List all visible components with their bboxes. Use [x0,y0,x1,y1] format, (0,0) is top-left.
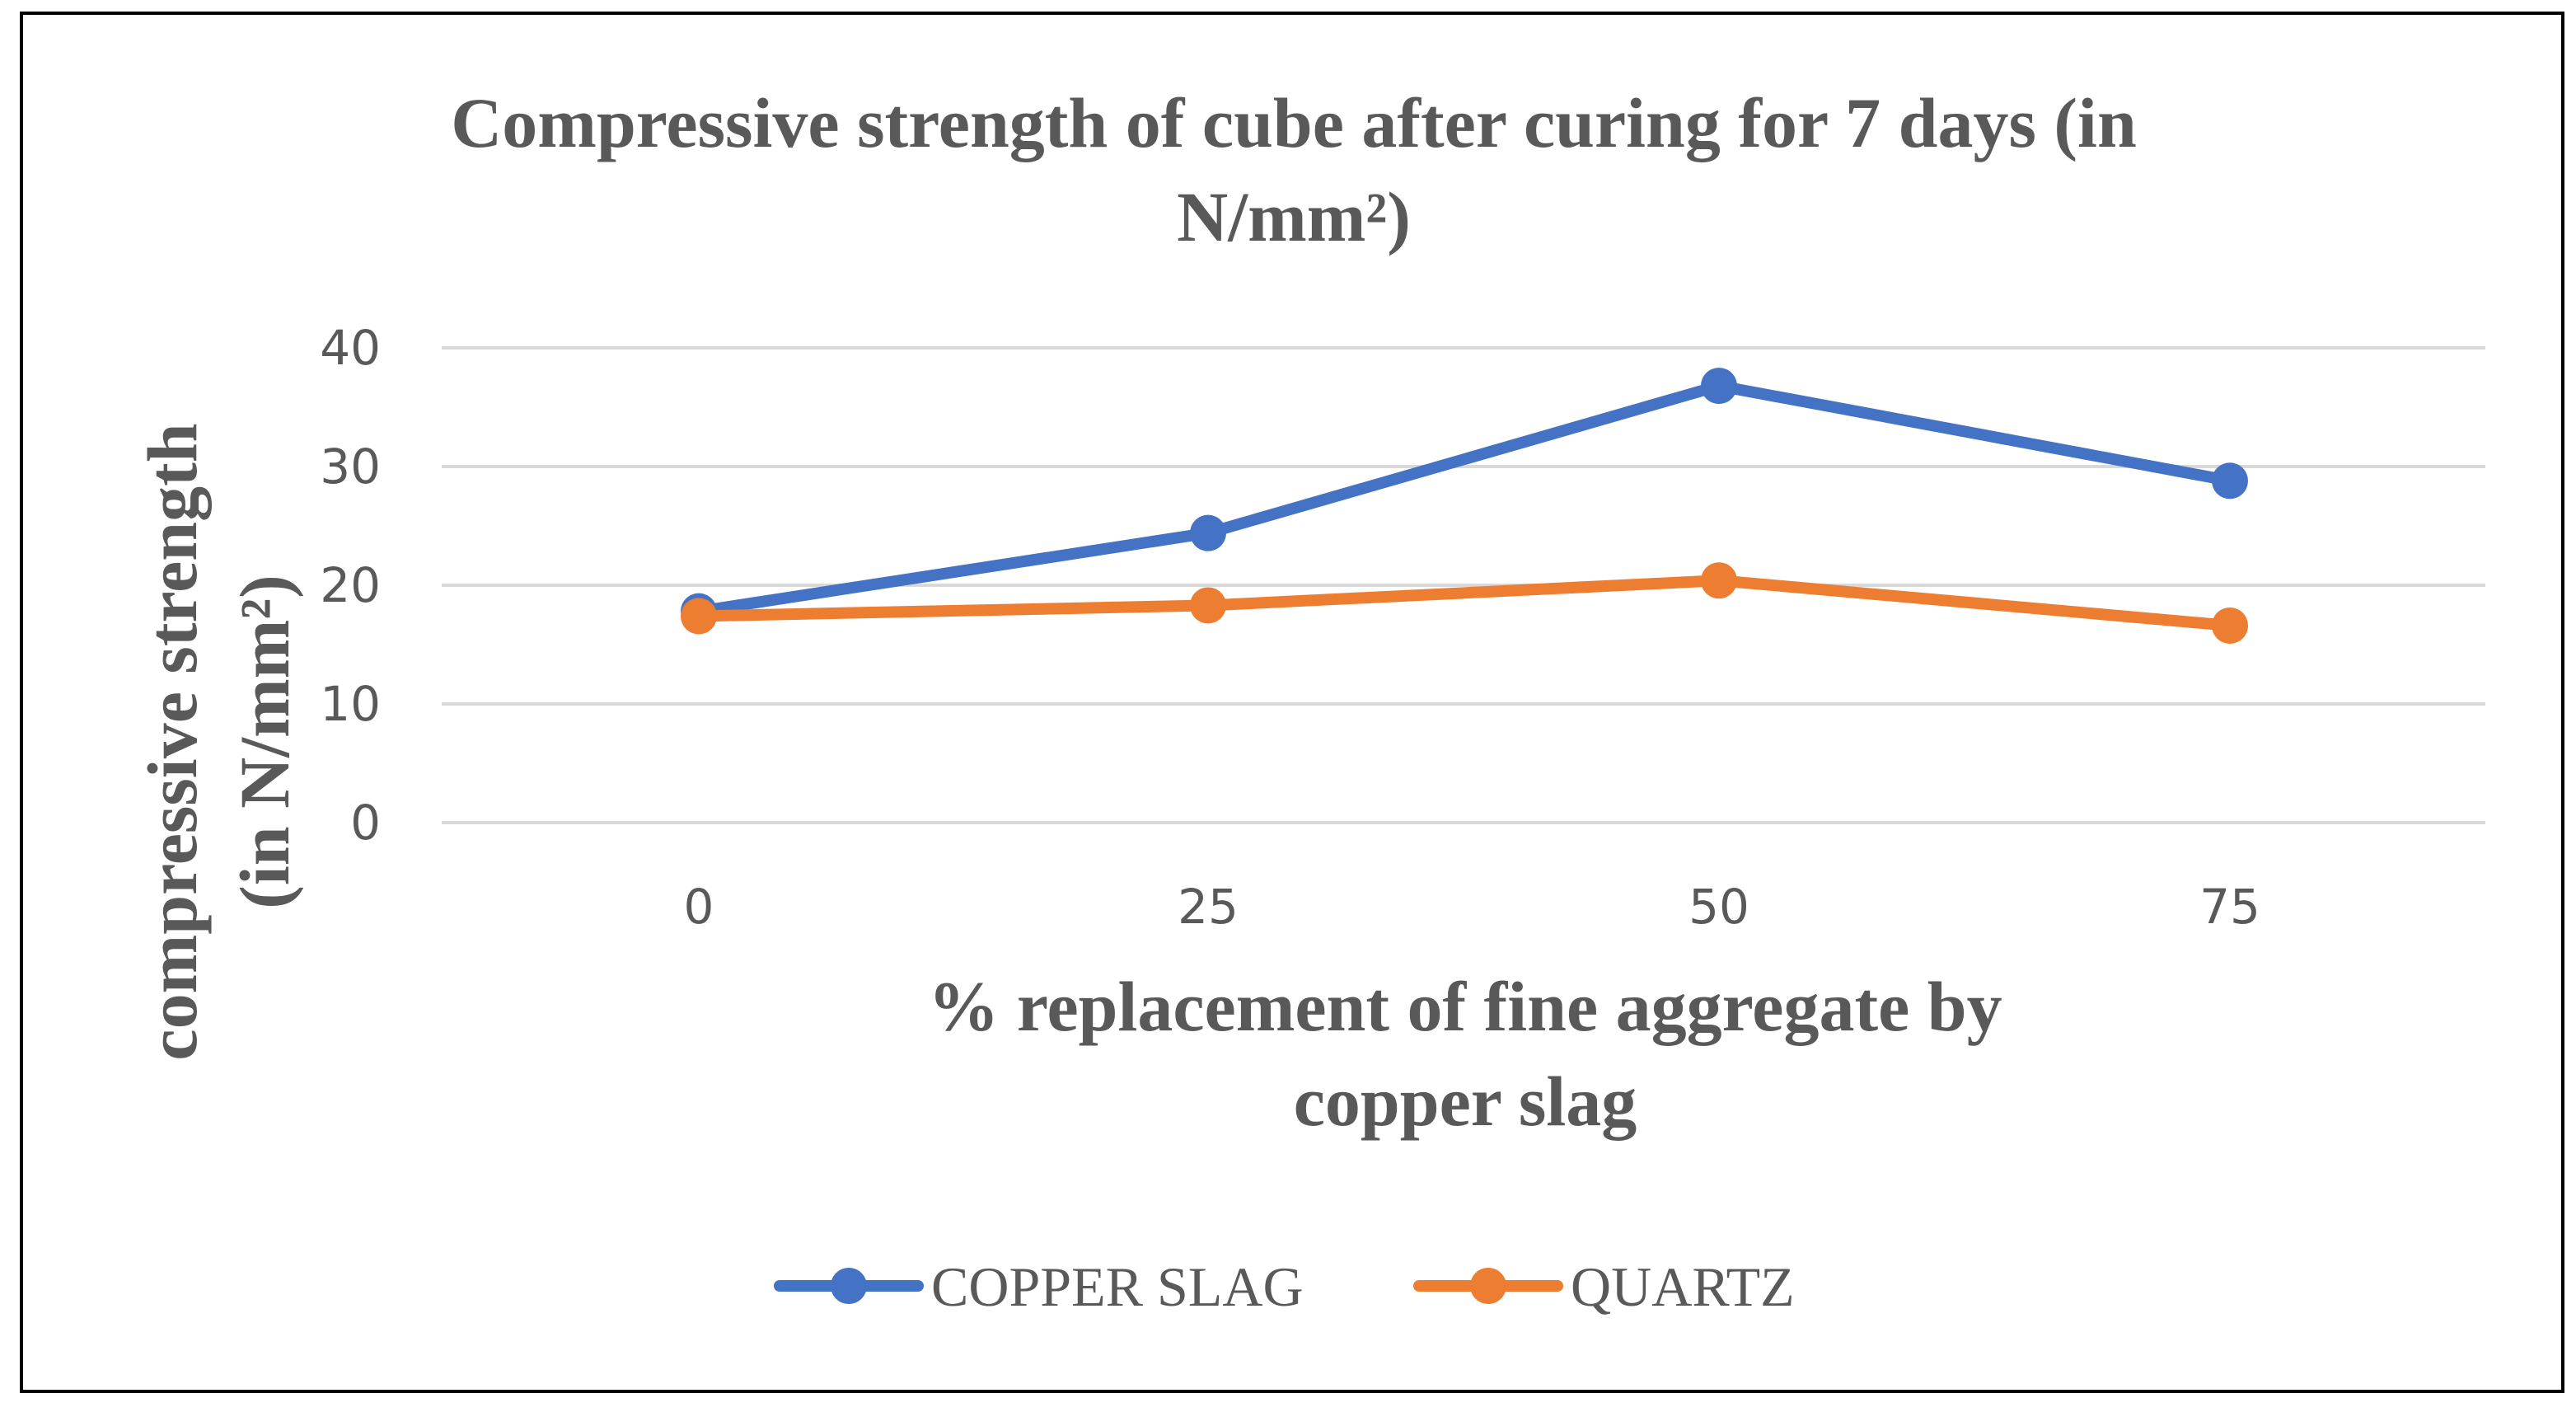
series-group [681,368,2248,644]
chart-title-line-1: Compressive strength of cube after curin… [451,83,2137,162]
legend-label-copper-slag: COPPER SLAG [931,1255,1304,1318]
y-tick-label-40: 40 [320,320,381,376]
legend: COPPER SLAG QUARTZ [774,1255,1795,1318]
y-tick-label-10: 10 [320,676,381,732]
data-point-quartz-0 [681,598,717,635]
y-axis-title-line-2: (in N/mm²) [225,575,304,909]
gridlines [442,346,2485,824]
x-tick-label-25: 25 [1178,879,1239,935]
x-tick-label-50: 50 [1688,879,1749,935]
x-tick-label-0: 0 [684,879,714,935]
legend-marker-copper-slag [831,1268,867,1304]
y-tick-label-30: 30 [320,439,381,495]
y-tick-label-20: 20 [320,557,381,613]
y-tick-label-0: 0 [350,795,381,851]
chart-title-line-2: N/mm²) [1177,177,1411,256]
legend-marker-quartz [1470,1268,1506,1304]
legend-label-quartz: QUARTZ [1571,1255,1795,1318]
data-point-copper-slag-25 [1190,514,1226,551]
data-point-copper-slag-50 [1701,368,1737,405]
data-point-quartz-75 [2212,607,2248,644]
x-axis-title-line-1: % replacement of fine aggregate by [928,967,2002,1046]
x-axis-ticks: 0 25 50 75 [684,879,2260,935]
x-tick-label-75: 75 [2199,879,2260,935]
data-point-copper-slag-75 [2212,462,2248,500]
x-axis-title-line-2: copper slag [1294,1062,1637,1141]
y-axis-ticks: 0 10 20 30 40 [320,320,381,851]
series-line-quartz [693,575,2236,631]
y-axis-title-line-1: compressive strength [133,423,212,1060]
data-point-quartz-25 [1190,587,1226,624]
series-line-copper-slag [693,380,2236,617]
data-point-quartz-50 [1701,562,1737,599]
